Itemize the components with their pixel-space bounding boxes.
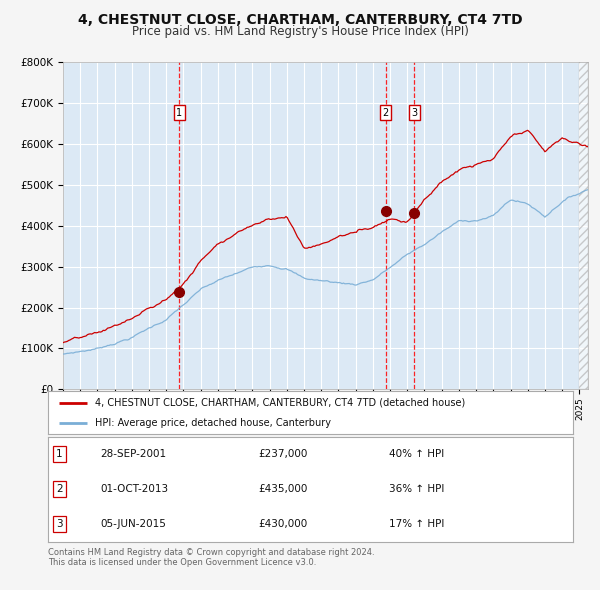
Text: 3: 3 — [56, 519, 63, 529]
Text: 28-SEP-2001: 28-SEP-2001 — [101, 449, 167, 459]
Text: 40% ↑ HPI: 40% ↑ HPI — [389, 449, 445, 459]
Text: 05-JUN-2015: 05-JUN-2015 — [101, 519, 166, 529]
Text: 1: 1 — [56, 449, 63, 459]
Text: Contains HM Land Registry data © Crown copyright and database right 2024.
This d: Contains HM Land Registry data © Crown c… — [48, 548, 374, 567]
Text: 1: 1 — [176, 108, 182, 117]
Text: 01-OCT-2013: 01-OCT-2013 — [101, 484, 169, 494]
Text: 4, CHESTNUT CLOSE, CHARTHAM, CANTERBURY, CT4 7TD: 4, CHESTNUT CLOSE, CHARTHAM, CANTERBURY,… — [77, 13, 523, 27]
Text: HPI: Average price, detached house, Canterbury: HPI: Average price, detached house, Cant… — [95, 418, 331, 428]
Text: 4, CHESTNUT CLOSE, CHARTHAM, CANTERBURY, CT4 7TD (detached house): 4, CHESTNUT CLOSE, CHARTHAM, CANTERBURY,… — [95, 398, 466, 408]
Text: £430,000: £430,000 — [258, 519, 307, 529]
Text: 2: 2 — [383, 108, 389, 117]
Polygon shape — [580, 62, 588, 389]
Text: £435,000: £435,000 — [258, 484, 307, 494]
Text: Price paid vs. HM Land Registry's House Price Index (HPI): Price paid vs. HM Land Registry's House … — [131, 25, 469, 38]
Text: £237,000: £237,000 — [258, 449, 307, 459]
Text: 3: 3 — [412, 108, 418, 117]
Text: 36% ↑ HPI: 36% ↑ HPI — [389, 484, 445, 494]
Text: 2: 2 — [56, 484, 63, 494]
Text: 17% ↑ HPI: 17% ↑ HPI — [389, 519, 445, 529]
